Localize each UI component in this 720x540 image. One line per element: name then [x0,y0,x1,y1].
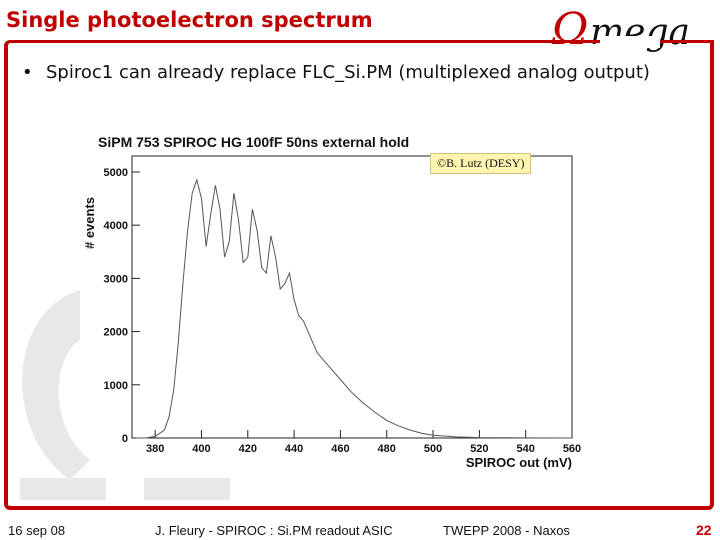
footer-date: 16 sep 08 [8,523,66,538]
slide-title: Single photoelectron spectrum [6,8,373,32]
page-number: 22 [696,522,712,538]
plot-frame [131,155,573,439]
x-axis-label: SPIROC out (mV) [466,455,572,470]
chart-title: SiPM 753 SPIROC HG 100fF 50ns external h… [98,134,409,150]
bullet-icon: • [22,62,33,83]
x-tick-label: 420 [239,443,257,455]
x-tick-label: 540 [517,443,535,455]
y-axis-label: # events [82,197,97,249]
series-line [136,178,573,439]
bullet-text: Spiroc1 can already replace FLC_Si.PM (m… [46,62,650,83]
y-tick-label: 5000 [104,167,128,179]
x-tick-label: 560 [563,443,581,455]
slide-frame [4,40,714,510]
x-tick-label: 520 [470,443,488,455]
y-tick-label: 4000 [104,220,128,232]
x-tick-label: 480 [378,443,396,455]
x-tick-label: 460 [331,443,349,455]
svg-text:Ω: Ω [551,4,588,55]
y-tick-label: 2000 [104,327,128,339]
y-tick-label: 0 [122,433,128,445]
x-tick-label: 380 [146,443,164,455]
footer-conference: TWEPP 2008 - Naxos [443,523,570,538]
y-tick-label: 3000 [104,273,128,285]
footer-author: J. Fleury - SPIROC : Si.PM readout ASIC [155,523,393,538]
x-tick-label: 400 [192,443,210,455]
x-tick-label: 500 [424,443,442,455]
credit-label: ©B. Lutz (DESY) [430,153,532,174]
x-tick-label: 440 [285,443,303,455]
omega-watermark-icon [20,290,230,500]
spectrum-chart: SiPM 753 SPIROC HG 100fF 50ns external h… [82,134,581,470]
y-tick-label: 1000 [104,380,128,392]
